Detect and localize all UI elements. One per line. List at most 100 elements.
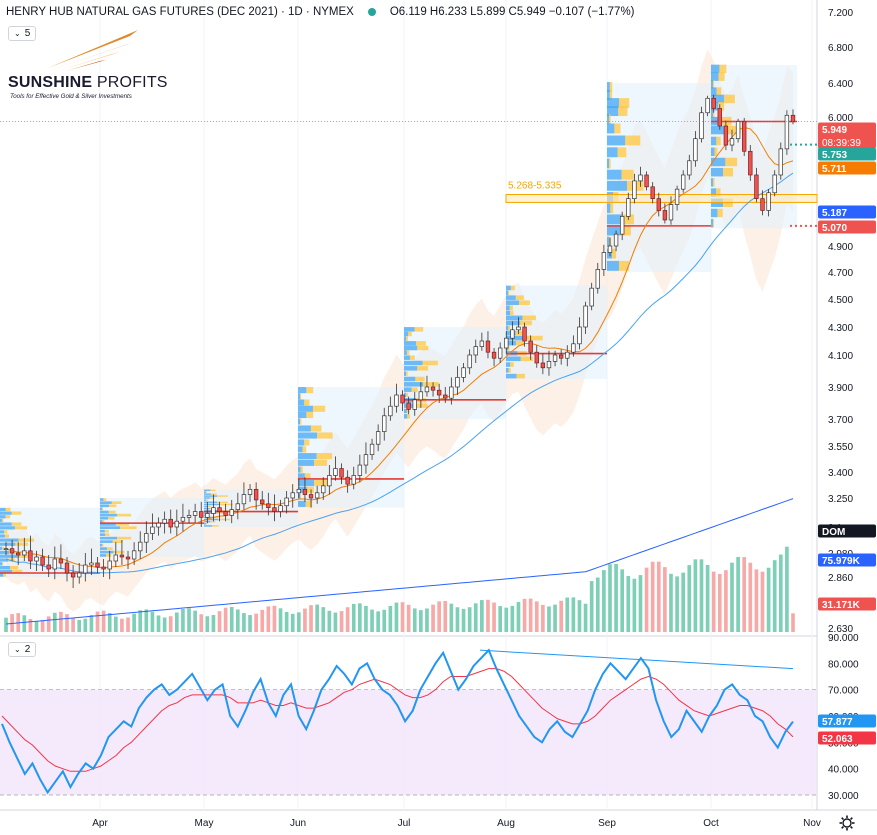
candle-body (784, 114, 790, 150)
volume-bar (126, 617, 130, 632)
volume-profile-bar (104, 529, 109, 533)
candle-body (284, 497, 289, 507)
volume-bar (28, 618, 33, 632)
volume-bar (437, 601, 441, 632)
volume-profile-bar (621, 169, 634, 180)
volume-profile-bar (711, 147, 715, 157)
volume-profile-bar (210, 520, 216, 523)
candle-body (156, 522, 161, 528)
volume-profile-bar (298, 446, 303, 453)
rsi-indicators-toggle-button[interactable]: ⌄ 2 (8, 642, 37, 657)
logo-brand: SUNSHINE PROFITS (8, 74, 168, 91)
symbol-title[interactable]: HENRY HUB NATURAL GAS FUTURES (DEC 2021)… (6, 6, 354, 18)
volume-profile-bar (5, 507, 11, 512)
volume-profile-bar (610, 203, 614, 214)
indicators-toggle-button[interactable]: ⌄ 5 (8, 26, 37, 41)
volume-profile-bar (300, 493, 302, 500)
candle-body (479, 340, 485, 347)
volume-profile-bar (404, 336, 407, 341)
candle-body (754, 174, 759, 200)
volume-bar (791, 613, 795, 632)
candle-body (229, 509, 234, 516)
rsi-tick-label: 80.000 (828, 659, 859, 670)
candle-body (95, 562, 100, 568)
volume-profile-bar (0, 546, 3, 550)
volume-bar (77, 619, 82, 632)
volume-bar (321, 607, 326, 632)
gear-icon[interactable] (838, 814, 856, 832)
candle-body (558, 354, 564, 359)
candle-body (748, 150, 753, 176)
volume-profile-bar (298, 432, 318, 439)
candle-body (729, 138, 735, 146)
volume-profile-bar (102, 543, 104, 547)
volume-profile-bar (204, 501, 218, 504)
candle-body (174, 520, 180, 528)
volume-bar (467, 607, 472, 632)
candle-body (711, 97, 716, 109)
volume-profile-bar (0, 526, 15, 530)
volume-profile-bar (107, 516, 115, 520)
volume-profile-bar (713, 178, 715, 187)
volume-profile-bar (414, 327, 424, 332)
volume-profile-bar (404, 331, 409, 337)
chevron-down-icon: ⌄ (14, 645, 21, 654)
volume-profile-bar (216, 512, 227, 514)
volume-profile-bar (716, 136, 721, 146)
volume-profile-bar (416, 341, 426, 346)
volume-profile-bar (11, 522, 22, 526)
volume-profile-bar (711, 178, 713, 187)
candle-body (577, 326, 582, 345)
volume-profile-bar (607, 236, 610, 247)
candle-body (705, 97, 710, 114)
candle-body (22, 550, 27, 556)
price-tick-label: 2.630 (828, 624, 853, 635)
volume-profile-bar (112, 540, 123, 543)
volume-bar (443, 600, 448, 632)
volume-profile-bar (617, 147, 627, 158)
price-tag: 5.187 (822, 208, 847, 219)
volume-profile-bar (3, 573, 6, 577)
candle-body (412, 399, 417, 410)
volume-bar (315, 604, 319, 632)
candle-body (497, 347, 503, 359)
price-tag: 31.171K (822, 600, 861, 611)
candle-body (467, 354, 472, 369)
volume-bar (193, 610, 197, 632)
candle-body (77, 572, 82, 578)
time-axis[interactable]: Apr May Jun Jul Aug Sep Oct Nov (92, 818, 821, 829)
volume-bar (120, 618, 124, 632)
rsi-tick-label: 30.000 (828, 791, 859, 802)
candle-body (619, 216, 625, 235)
rsi-pane[interactable] (0, 648, 817, 796)
candle-body (601, 252, 607, 270)
candle-body (595, 269, 600, 289)
price-tick-label: 3.400 (828, 468, 853, 479)
price-pane[interactable]: 5.268-5.335 (0, 0, 818, 810)
volume-profile-bar (204, 497, 210, 499)
candle-body (290, 492, 295, 499)
volume-profile-bar (609, 158, 611, 169)
volume-profile-bar (711, 157, 726, 167)
candle-body (760, 198, 765, 211)
candle-body (668, 204, 674, 221)
candle-body (430, 386, 436, 391)
market-status-icon (367, 8, 376, 16)
volume-profile-bar (406, 350, 410, 355)
volume-bar (650, 561, 655, 632)
volume-profile-bar (506, 295, 516, 300)
volume-profile-bar (100, 498, 104, 501)
support-zone (505, 194, 818, 203)
volume-profile-bar (0, 522, 12, 526)
candle-body (363, 454, 369, 466)
candle-body (552, 354, 558, 362)
candle-body (101, 566, 106, 570)
candle-body (375, 431, 381, 445)
volume-profile-bar (416, 403, 428, 408)
volume-profile-bar (508, 325, 511, 331)
volume-profile-bar (103, 498, 107, 501)
volume-profile-bar (406, 392, 408, 398)
volume-profile-bar (711, 72, 719, 81)
candle-body (565, 351, 570, 359)
volume-bar (144, 609, 149, 632)
